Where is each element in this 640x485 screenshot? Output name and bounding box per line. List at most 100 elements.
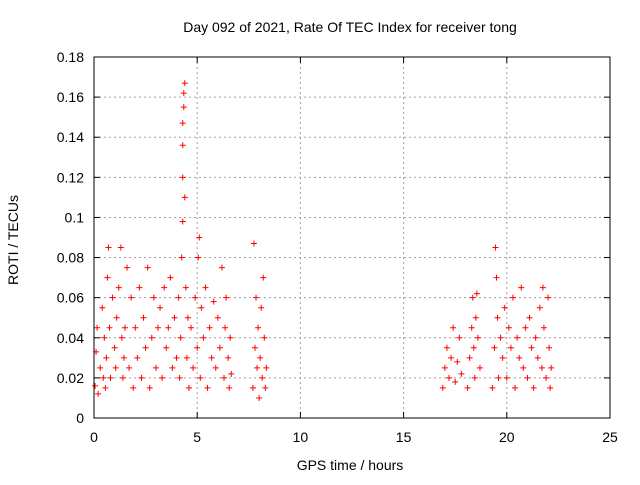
data-point (157, 304, 164, 311)
data-point (195, 254, 202, 261)
x-tick-label: 10 (293, 429, 309, 445)
data-point (99, 304, 106, 311)
data-point (144, 264, 151, 271)
data-point (250, 240, 257, 247)
data-point (192, 294, 199, 301)
data-point (179, 174, 186, 181)
data-point (253, 294, 260, 301)
data-point (458, 370, 465, 377)
data-point (494, 314, 501, 321)
data-point (448, 354, 455, 361)
data-point (152, 364, 159, 371)
data-point (177, 334, 184, 341)
data-point (532, 334, 539, 341)
data-point (180, 104, 187, 111)
data-point (136, 284, 143, 291)
data-point (524, 374, 531, 381)
data-point (516, 354, 523, 361)
data-point (497, 334, 504, 341)
data-point (206, 324, 213, 331)
data-point (161, 284, 168, 291)
ticks-layer: 0 5 10 15 20 25 0 0.02 0.04 0.06 0.08 0.1 0.12 0.14 0.… (57, 49, 618, 445)
data-point (540, 324, 547, 331)
data-point (95, 390, 102, 397)
data-point (450, 324, 457, 331)
data-point (200, 334, 207, 341)
x-tick-label: 5 (193, 429, 201, 445)
data-point (94, 324, 101, 331)
data-point (545, 294, 552, 301)
data-point (489, 384, 496, 391)
data-point (179, 142, 186, 149)
x-axis-label: GPS time / hours (297, 457, 404, 473)
data-point (197, 374, 204, 381)
data-point (466, 354, 473, 361)
data-point (256, 394, 263, 401)
data-point (204, 384, 211, 391)
data-point (104, 274, 111, 281)
data-point (503, 374, 510, 381)
data-point (218, 264, 225, 271)
data-point (548, 364, 555, 371)
data-point (539, 284, 546, 291)
data-point (257, 354, 264, 361)
data-point (514, 334, 521, 341)
x-tick-label: 15 (396, 429, 412, 445)
data-point (175, 294, 182, 301)
grid-layer (94, 57, 610, 418)
data-point (492, 244, 499, 251)
data-point (105, 244, 112, 251)
data-point (509, 294, 516, 301)
plot-frame (93, 56, 611, 419)
data-point (472, 314, 479, 321)
data-point (134, 354, 141, 361)
y-tick-label: 0.16 (57, 89, 84, 105)
data-point (101, 334, 108, 341)
x-tick-label: 0 (90, 429, 98, 445)
data-point (223, 294, 230, 301)
data-point (547, 384, 554, 391)
data-point (97, 364, 104, 371)
data-point (454, 358, 461, 365)
data-point (226, 384, 233, 391)
data-point (182, 284, 189, 291)
data-point (446, 374, 453, 381)
data-point (128, 294, 135, 301)
data-point (167, 274, 174, 281)
data-point (92, 382, 99, 389)
chart-title: Day 092 of 2021, Rate Of TEC Index for r… (183, 19, 517, 35)
data-point (109, 294, 116, 301)
data-point (526, 314, 533, 321)
data-point (468, 324, 475, 331)
data-point (188, 324, 195, 331)
data-point (142, 344, 149, 351)
data-point (493, 274, 500, 281)
data-point (263, 364, 270, 371)
data-point (505, 324, 512, 331)
data-point (106, 324, 113, 331)
data-point (222, 324, 229, 331)
data-point (126, 364, 133, 371)
data-point (130, 384, 137, 391)
data-point (476, 364, 483, 371)
data-point (176, 374, 183, 381)
data-point (262, 384, 269, 391)
data-point (159, 374, 166, 381)
data-point (119, 374, 126, 381)
data-point (543, 374, 550, 381)
data-point (212, 364, 219, 371)
data-point (520, 364, 527, 371)
data-point (528, 344, 535, 351)
data-point (473, 290, 480, 297)
data-point (464, 384, 471, 391)
data-point (225, 354, 232, 361)
data-point (227, 334, 234, 341)
data-point (148, 334, 155, 341)
data-point (228, 370, 235, 377)
data-point (499, 354, 506, 361)
data-point (439, 384, 446, 391)
data-point (198, 304, 205, 311)
data-point (441, 364, 448, 371)
data-point (196, 234, 203, 241)
